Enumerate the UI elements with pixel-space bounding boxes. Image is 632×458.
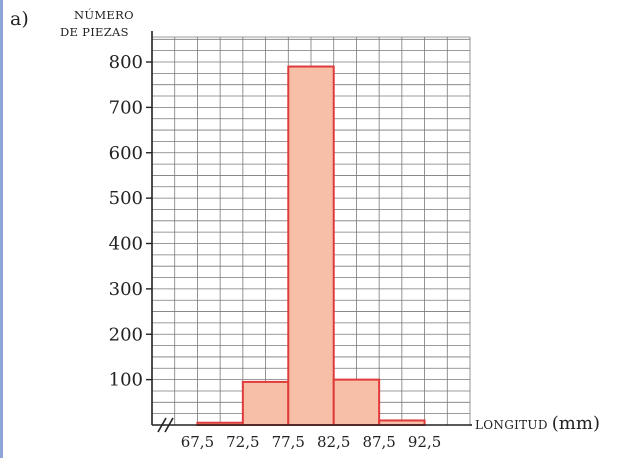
x-tick-label: 87,5 [362, 433, 395, 451]
y-tick-label: 700 [109, 97, 143, 118]
x-tick-label: 77,5 [272, 433, 305, 451]
axis-break-mark-2 [164, 417, 174, 433]
x-axis-label-unit: (mm) [551, 413, 600, 434]
histogram-bar-1 [241, 380, 290, 426]
y-tick-label: 600 [109, 143, 143, 164]
x-tick-label: 67,5 [181, 433, 214, 451]
x-tick-label: 92,5 [408, 433, 441, 451]
y-tick-label: 100 [109, 370, 143, 391]
y-tick-label: 500 [109, 188, 143, 209]
y-axis-label-line2: DE PIEZAS [60, 25, 129, 39]
x-axis-label: LONGITUD (mm) [475, 413, 600, 434]
part-label: a) [10, 8, 29, 30]
x-axis-label-text: LONGITUD [475, 418, 548, 432]
axis-break-mark-1 [157, 417, 167, 433]
histogram-bar-2 [287, 65, 335, 426]
y-tick-label: 300 [109, 279, 143, 300]
y-axis-label-line1: NÚMERO [74, 8, 134, 22]
margin-rule [0, 0, 3, 458]
y-tick-label: 200 [109, 324, 143, 345]
x-tick-label: 72,5 [226, 433, 259, 451]
histogram-bar-3 [332, 378, 381, 426]
y-tick-label: 800 [109, 52, 143, 73]
y-tick-label: 400 [109, 234, 143, 255]
x-tick-label: 82,5 [317, 433, 350, 451]
